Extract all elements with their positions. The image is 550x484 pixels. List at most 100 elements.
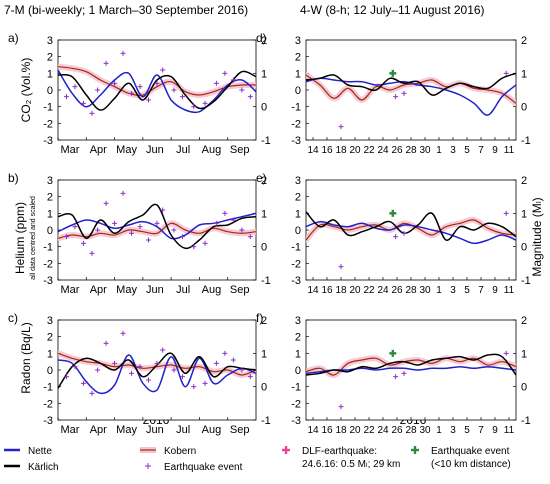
earthquake-marker <box>160 67 166 73</box>
x-tick-label: 18 <box>335 425 347 436</box>
x-tick-label: 24 <box>377 285 389 296</box>
earthquake-marker <box>393 374 399 380</box>
header-right: 4-W (8-h; 12 July–11 August 2016) <box>300 3 485 17</box>
plot-area <box>306 209 516 270</box>
ylabel-co2: CO₂ (Vol.%) <box>19 58 33 123</box>
earthquake-marker <box>129 370 135 376</box>
series-nette-line <box>58 69 256 114</box>
earthquake-marker <box>222 350 228 356</box>
series-nette-line <box>58 354 256 395</box>
earthquake-marker <box>103 340 109 346</box>
earthquake-marker <box>103 60 109 66</box>
earthquake-marker <box>230 357 236 363</box>
panel-label: f) <box>256 311 263 325</box>
x-tick-label: 22 <box>363 145 375 156</box>
y-tick-label: 1 <box>295 68 301 80</box>
series-kobern-line <box>306 74 516 104</box>
earthquake-marker <box>63 94 69 100</box>
earthquake-marker <box>202 380 208 386</box>
legend-item-kobern: Kobern <box>140 446 196 457</box>
near-marker-v <box>391 349 394 357</box>
x-tick-label: 18 <box>335 285 347 296</box>
panel-a: a) -3 -2 -1 0 1 2 3 -1 0 1 2 Mar Apr May Jun Jul Aug Sep <box>8 31 271 156</box>
x-tick-label: 24 <box>377 425 389 436</box>
x-tick-label: 22 <box>363 285 375 296</box>
y2-tick-label: -1 <box>261 135 271 147</box>
earthquake-marker <box>80 240 86 246</box>
x-tick-label: Sep <box>230 424 250 436</box>
near-earthquake-marker <box>389 69 397 77</box>
y-tick-label: -2 <box>291 398 301 410</box>
series-kaerlich-line <box>306 211 516 241</box>
x-tick-label: 14 <box>307 425 319 436</box>
ylabel-helium: Helium (ppm) <box>13 202 27 274</box>
panel-label: d) <box>256 31 267 45</box>
earthquake-marker <box>137 84 143 90</box>
earthquake-marker <box>146 97 152 103</box>
y-tick-label: 2 <box>295 332 301 344</box>
x-tick-label: 5 <box>464 425 470 436</box>
x-tick-label: Apr <box>90 424 107 436</box>
earthquake-marker <box>222 210 228 216</box>
y2-tick-label: -1 <box>261 275 271 287</box>
y-tick-label: -2 <box>43 398 53 410</box>
x-tick-label: Apr <box>90 284 107 296</box>
earthquake-marker <box>80 100 86 106</box>
y-tick-label: -3 <box>43 275 53 287</box>
y-tick-label: 1 <box>295 348 301 360</box>
x-tick-label: Jul <box>176 284 190 296</box>
y2-tick-label: 0 <box>521 382 527 394</box>
panel-c: c) -3 -2 -1 0 1 2 3 -1 0 1 2 Mar Apr May Jun Jul Aug Sep <box>8 311 271 436</box>
earthquake-marker <box>137 364 143 370</box>
earthquake-marker <box>154 360 160 366</box>
plot-area <box>58 330 256 396</box>
earthquake-marker <box>401 370 407 376</box>
y-tick-label: 2 <box>295 52 301 64</box>
x-tick-label: 26 <box>391 285 403 296</box>
x-tick-label: 3 <box>450 145 456 156</box>
x-tick-label: 7 <box>478 425 484 436</box>
panel-label: e) <box>256 171 267 185</box>
x-tick-label: Mar <box>61 144 80 156</box>
panel-label: c) <box>8 311 18 325</box>
legend-label: Earthquake event <box>431 446 510 457</box>
y2-tick-label: 0 <box>521 102 527 114</box>
x-tick-label: Aug <box>202 144 222 156</box>
earthquake-marker <box>146 377 152 383</box>
x-tick-label: Aug <box>202 424 222 436</box>
earthquake-marker <box>103 200 109 206</box>
x-tick-label: 7 <box>478 285 484 296</box>
x-tick-label: 20 <box>349 425 361 436</box>
y-tick-label: -1 <box>291 382 301 394</box>
y2-tick-label: 0 <box>261 382 267 394</box>
series-kaerlich-line <box>58 70 256 111</box>
x-tick-label: 3 <box>450 425 456 436</box>
earthquake-marker <box>154 220 160 226</box>
x-tick-label: 11 <box>504 145 515 156</box>
earthquake-marker <box>239 367 245 373</box>
legend-label: Kobern <box>164 446 196 457</box>
earthquake-marker <box>120 330 126 336</box>
x-tick-label: Mar <box>61 284 80 296</box>
y2-tick-label: -1 <box>261 415 271 427</box>
series-nette-line <box>306 365 516 375</box>
x-tick-label: 28 <box>405 285 417 296</box>
earthquake-marker <box>89 250 95 256</box>
y2-tick-label: 0 <box>521 242 527 254</box>
y-tick-label: -1 <box>291 102 301 114</box>
earthquake-marker <box>401 90 407 96</box>
y-tick-label: -2 <box>43 258 53 270</box>
earthquake-marker <box>202 100 208 106</box>
x-tick-label: Aug <box>202 284 222 296</box>
y-tick-label: -3 <box>291 275 301 287</box>
x-tick-label: 1 <box>436 145 442 156</box>
earthquake-marker <box>179 94 185 100</box>
y2-tick-label: 2 <box>261 315 267 327</box>
x-tick-label: Jun <box>146 424 164 436</box>
plot-area <box>306 349 516 410</box>
earthquake-marker <box>247 234 253 240</box>
series-kaerlich-line <box>58 203 256 250</box>
earthquake-marker <box>89 110 95 116</box>
y-tick-label: -1 <box>291 242 301 254</box>
